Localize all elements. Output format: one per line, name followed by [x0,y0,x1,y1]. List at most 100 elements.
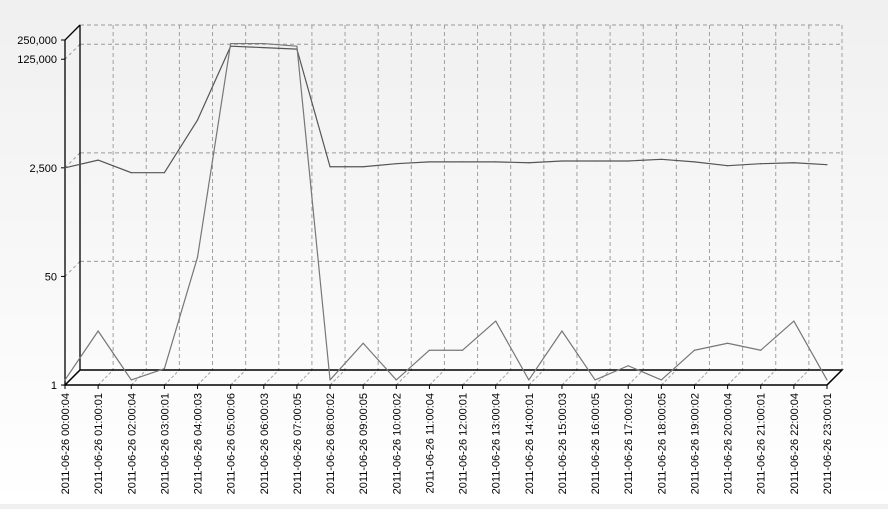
data-point [627,365,629,367]
data-point [826,164,828,166]
data-point [495,161,497,163]
y-tick-label: 1 [51,380,57,392]
data-point [793,162,795,164]
floor-gridline [561,369,578,386]
data-point [130,379,132,381]
data-point [97,159,99,161]
data-point [495,320,497,322]
data-point [528,162,530,164]
data-point [196,256,199,258]
data-point [594,160,596,162]
x-tick-label: 2011-06-26 08:00:02 [325,393,337,494]
data-point [594,379,596,381]
data-point [826,379,828,381]
data-point [130,172,132,174]
floor-gridline [362,369,379,386]
x-tick-label: 2011-06-26 12:00:01 [458,393,470,494]
data-point [760,349,762,351]
data-point [528,379,530,381]
floor-gridline [395,369,412,386]
x-tick-label: 2011-06-26 06:00:03 [259,393,271,494]
data-point [727,165,729,167]
x-tick-label: 2011-06-26 21:00:01 [756,393,768,494]
x-tick-label: 2011-06-26 23:00:01 [822,393,834,494]
data-point [362,166,364,168]
data-point [428,349,431,351]
h-grid-connector [64,261,81,277]
floor-gridline [495,369,512,386]
x-tick-label: 2011-06-26 17:00:02 [623,393,635,494]
floor-gridline [627,369,644,386]
x-tick-label: 2011-06-26 03:00:01 [159,393,171,494]
h-grid-connector [64,43,81,60]
data-point [693,161,696,163]
data-point [793,320,795,322]
data-point [329,166,331,168]
floor-gridline [528,369,545,386]
floor-gridline [594,369,611,386]
y-tick-label: 2,500 [29,163,57,175]
data-point [230,42,232,45]
x-tick-label: 2011-06-26 16:00:05 [590,393,602,494]
data-point [395,379,397,381]
series-line-1 [64,45,828,174]
data-point [461,349,464,351]
data-point [263,42,265,45]
y-tick-label: 50 [45,271,57,283]
floor-gridline [230,369,247,386]
y-tick-label: 250,000 [17,35,57,47]
series-lines [64,42,828,381]
data-point [296,45,298,47]
data-point [561,330,563,332]
data-point [163,368,165,370]
data-point [428,161,431,163]
data-point [660,379,662,381]
x-tick-label: 2011-06-26 13:00:04 [491,393,503,494]
floor-gridline [329,369,346,386]
x-tick-label: 2011-06-26 09:00:05 [358,393,370,494]
y-tick-labels: 1 50 2,500 125,000 250,000 [17,35,57,392]
data-point [627,160,629,162]
x-tick-label: 2011-06-26 15:00:03 [557,393,569,494]
grid [64,24,843,386]
floor-gridline [296,369,313,386]
floor-gridline [694,369,710,386]
floor-gridline [97,369,114,386]
x-tick-label: 2011-06-26 01:00:01 [93,393,105,494]
data-point [395,163,397,165]
data-point [64,379,66,381]
x-axis-floor [63,369,844,386]
x-tick-labels: 2011-06-26 00:00:04 2011-06-26 01:00:01 20… [60,393,834,494]
data-point [461,161,464,163]
floor-gridline [727,369,743,386]
data-point [760,163,762,165]
series-line-2 [64,42,828,381]
floor-gridline [164,369,180,386]
data-point [693,349,696,351]
x-tick-label: 2011-06-26 20:00:04 [723,393,735,494]
floor-gridline [793,369,810,386]
x-tick-label: 2011-06-26 10:00:02 [391,393,403,494]
x-tick-label: 2011-06-26 04:00:03 [193,393,205,494]
data-point [97,330,99,332]
data-point [196,119,199,121]
floor-gridline [462,369,478,386]
floor-gridline [760,369,777,386]
data-point [329,379,331,381]
axes [61,24,844,389]
floor-gridline [429,369,445,386]
x-tick-label: 2011-06-26 11:00:04 [424,393,436,494]
floor-gridline [660,369,677,386]
data-point [64,167,66,169]
x-tick-label: 2011-06-26 07:00:05 [292,393,304,494]
data-point [163,172,165,174]
floor-gridline [263,369,280,386]
data-point [263,47,265,49]
x-tick-label: 2011-06-26 00:00:04 [60,393,72,494]
x-tick-label: 2011-06-26 19:00:02 [689,393,701,494]
y-tick-label: 125,000 [17,54,57,66]
x-tick-label: 2011-06-26 05:00:06 [226,393,238,494]
data-point [561,160,563,162]
